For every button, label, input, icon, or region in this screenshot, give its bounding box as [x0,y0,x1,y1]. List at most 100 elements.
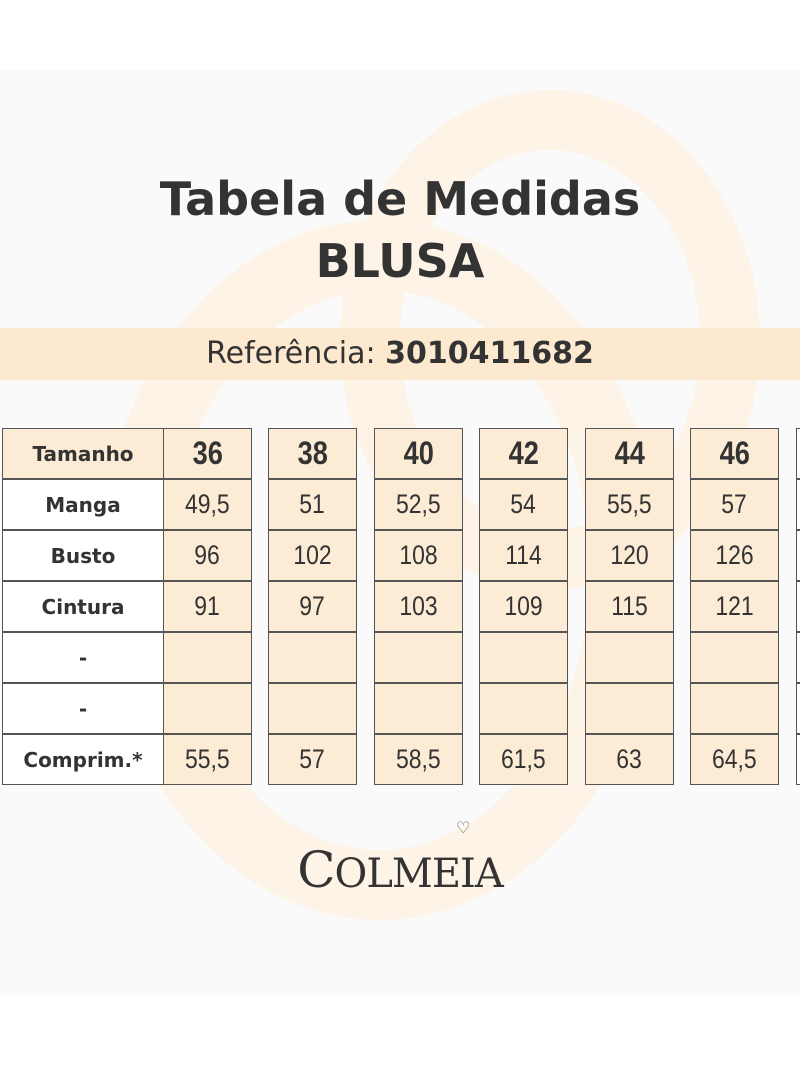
cell-value: 103 [399,591,438,621]
cell-value: 52,5 [396,489,441,519]
size-header-cell: 38 [268,428,357,479]
table-row: Cintura 91 97 103 109 115 121 [2,581,800,632]
size-header-cell: 44 [585,428,674,479]
cell-value: 61,5 [501,744,546,774]
measure-cell: 58,5 [374,734,463,785]
measure-cell: 54 [479,479,568,530]
size-header-cell: 36 [163,428,252,479]
measure-cell: 63 [585,734,674,785]
measure-cell: 114 [479,530,568,581]
cell-value: 57 [299,744,326,774]
measure-cell: 55,5 [585,479,674,530]
table-edge [796,683,800,734]
measure-cell [479,632,568,683]
cell-value: 115 [611,591,648,621]
cell-value: 54 [510,489,537,519]
row-label: Comprim.* [2,734,164,785]
measure-cell: 49,5 [163,479,252,530]
cell-value: 46 [719,435,750,471]
size-header-cell: 42 [479,428,568,479]
cell-value: 126 [715,540,754,570]
measure-cell: 52,5 [374,479,463,530]
row-label: Cintura [2,581,164,632]
table-row: - [2,683,800,734]
measure-cell: 64,5 [690,734,779,785]
cell-value: 42 [508,435,539,471]
measure-cell: 91 [163,581,252,632]
table-edge [796,734,800,785]
measure-cell: 51 [268,479,357,530]
cell-value: 121 [715,591,754,621]
table-row: Comprim.* 55,5 57 58,5 61,5 63 64,5 [2,734,800,785]
page-title: Tabela de Medidas [159,172,641,226]
measure-cell [374,683,463,734]
size-header-cell: 46 [690,428,779,479]
product-type: BLUSA [315,234,485,288]
cell-value: 96 [194,540,221,570]
measure-cell: 57 [690,479,779,530]
measure-cell: 120 [585,530,674,581]
measure-cell: 121 [690,581,779,632]
table-row: - [2,632,800,683]
cell-value: 91 [194,591,221,621]
measure-cell: 61,5 [479,734,568,785]
cell-value: 120 [610,540,649,570]
cell-value: 114 [505,540,542,570]
heart-icon: ♡ [456,818,471,837]
cell-value: 57 [721,489,748,519]
row-label: - [2,632,164,683]
table-edge [796,428,800,479]
measure-cell [163,632,252,683]
measure-cell [268,632,357,683]
cell-value: 102 [293,540,332,570]
cell-value: 49,5 [185,489,230,519]
size-header-cell: 40 [374,428,463,479]
header-row: Tamanho 36 38 40 42 44 46 [2,428,800,479]
cell-value: 63 [616,744,643,774]
table-row: Busto 96 102 108 114 120 126 [2,530,800,581]
measure-cell: 115 [585,581,674,632]
measure-cell [585,683,674,734]
row-label: Manga [2,479,164,530]
measure-cell: 97 [268,581,357,632]
cell-value: 108 [399,540,438,570]
cell-value: 44 [614,435,645,471]
measure-cell [374,632,463,683]
measure-cell [479,683,568,734]
cell-value: 38 [297,435,328,471]
measure-cell [690,632,779,683]
reference-value: 3010411682 [385,336,594,371]
reference-band: Referência: 3010411682 [0,328,800,380]
measure-cell: 126 [690,530,779,581]
measure-cell: 96 [163,530,252,581]
reference-label: Referência: [206,336,376,371]
cell-value: 97 [299,591,326,621]
cell-value: 109 [504,591,543,621]
table-edge [796,581,800,632]
cell-value: 36 [192,435,223,471]
row-label: Tamanho [2,428,164,479]
cell-value: 64,5 [712,744,757,774]
row-label: Busto [2,530,164,581]
cell-value: 58,5 [396,744,441,774]
measure-cell: 103 [374,581,463,632]
cell-value: 40 [403,435,434,471]
measure-cell: 109 [479,581,568,632]
measure-cell [585,632,674,683]
measure-cell: 102 [268,530,357,581]
table-edge [796,479,800,530]
cell-value: 55,5 [607,489,652,519]
measure-cell: 57 [268,734,357,785]
measure-cell [163,683,252,734]
measure-cell: 108 [374,530,463,581]
measure-cell [268,683,357,734]
row-label: - [2,683,164,734]
table-row: Manga 49,5 51 52,5 54 55,5 57 [2,479,800,530]
table-edge [796,530,800,581]
brand-logo: COLMEIA [297,841,503,899]
cell-value: 55,5 [185,744,230,774]
measure-cell [690,683,779,734]
table-edge [796,632,800,683]
measure-cell: 55,5 [163,734,252,785]
cell-value: 51 [299,489,326,519]
